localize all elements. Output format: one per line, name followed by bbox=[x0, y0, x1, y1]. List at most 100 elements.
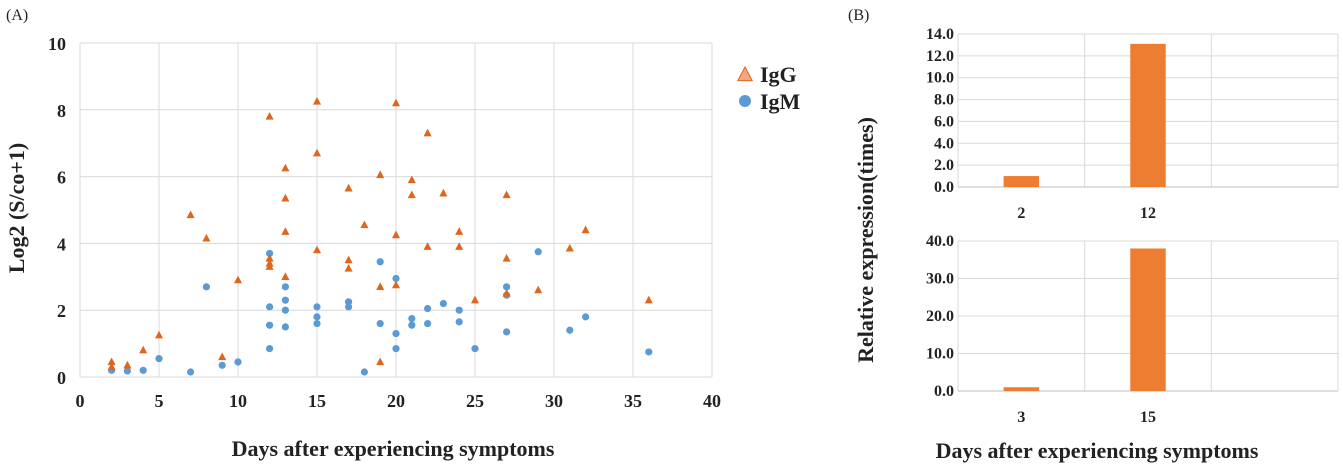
igm-point bbox=[187, 368, 195, 376]
legend-igg-label: IgG bbox=[760, 62, 797, 87]
igg-point bbox=[439, 188, 448, 197]
panel-b-y-axis-title: Relative expression(times) bbox=[853, 117, 878, 363]
igg-point bbox=[344, 183, 353, 192]
bar-y-tick-label: 0.0 bbox=[934, 383, 954, 400]
bar-y-tick-label: 10.0 bbox=[926, 70, 954, 87]
igm-point bbox=[408, 314, 416, 323]
igm-point bbox=[266, 321, 274, 329]
igm-point bbox=[281, 306, 289, 314]
igg-point bbox=[123, 360, 132, 369]
igm-point bbox=[534, 248, 542, 256]
igm-point bbox=[155, 355, 163, 363]
igg-point bbox=[534, 285, 543, 294]
igg-point bbox=[376, 170, 385, 179]
x-tick-label: 20 bbox=[387, 391, 405, 411]
igg-point bbox=[312, 148, 322, 157]
igg-point bbox=[281, 227, 290, 235]
igg-point bbox=[265, 253, 274, 262]
y-tick-label: 8 bbox=[57, 101, 66, 121]
igg-point bbox=[391, 280, 401, 289]
igm-point bbox=[266, 345, 274, 353]
igm-point bbox=[360, 368, 368, 376]
igg-point bbox=[312, 96, 322, 105]
bar bbox=[1003, 176, 1040, 187]
igg-point bbox=[107, 357, 116, 366]
igm-point bbox=[218, 361, 226, 369]
scatter-points bbox=[107, 96, 653, 376]
bar-category-label: 2 bbox=[1017, 205, 1025, 222]
igm-point bbox=[645, 348, 653, 356]
igg-point bbox=[154, 330, 164, 339]
bar-y-tick-label: 6.0 bbox=[934, 113, 954, 130]
panel-b-label: (B) bbox=[848, 7, 869, 24]
x-tick-label: 10 bbox=[229, 391, 247, 411]
x-tick-label: 35 bbox=[624, 391, 642, 411]
igg-point bbox=[423, 242, 432, 250]
igg-point bbox=[376, 357, 385, 366]
igg-point bbox=[581, 225, 590, 234]
igm-point bbox=[313, 313, 321, 321]
igm-point bbox=[313, 303, 321, 311]
panel-a-label: (A) bbox=[6, 7, 28, 24]
bar-y-tick-label: 40.0 bbox=[926, 233, 954, 250]
igg-point bbox=[233, 275, 243, 284]
igg-point bbox=[186, 210, 195, 219]
igg-point bbox=[281, 272, 290, 280]
y-tick-label: 0 bbox=[57, 368, 66, 388]
bar-y-tick-label: 20.0 bbox=[926, 308, 954, 325]
igg-point bbox=[407, 175, 416, 184]
legend-igm-marker bbox=[739, 95, 751, 107]
bar-y-tick-label: 14.0 bbox=[926, 26, 954, 43]
y-tick-label: 10 bbox=[48, 34, 66, 54]
igm-point bbox=[376, 319, 384, 328]
bar-y-tick-label: 30.0 bbox=[926, 271, 954, 288]
bar-chart-top: 0.0 2.0 4.0 6.0 8.0 10.0 12.0 14.0 2 12 bbox=[926, 26, 1339, 222]
igg-point bbox=[344, 263, 353, 272]
igm-point bbox=[139, 366, 147, 374]
bar-y-tick-label: 0.0 bbox=[934, 179, 954, 196]
igm-point bbox=[234, 358, 242, 366]
igg-point bbox=[644, 295, 653, 304]
igg-point bbox=[139, 345, 148, 354]
x-tick-label: 0 bbox=[76, 391, 85, 411]
igm-point bbox=[345, 303, 353, 311]
igg-point bbox=[218, 352, 227, 361]
igm-point bbox=[439, 299, 447, 308]
x-tick-label: 5 bbox=[155, 391, 164, 411]
igm-point bbox=[392, 274, 400, 283]
igm-point bbox=[424, 319, 432, 328]
igm-point bbox=[266, 249, 274, 258]
igg-point bbox=[470, 295, 480, 304]
igg-point bbox=[502, 190, 511, 199]
igg-point bbox=[265, 262, 274, 270]
igm-point bbox=[455, 306, 463, 314]
bar-category-label: 12 bbox=[1140, 205, 1156, 222]
igg-point bbox=[391, 98, 401, 107]
igg-point bbox=[455, 227, 464, 235]
bar-y-tick-label: 10.0 bbox=[926, 346, 954, 363]
igg-point bbox=[265, 111, 274, 120]
igg-point bbox=[502, 289, 511, 297]
bar-y-tick-label: 4.0 bbox=[934, 135, 954, 152]
legend-igm-label: IgM bbox=[760, 89, 801, 114]
bar-category-label: 3 bbox=[1017, 409, 1025, 426]
igg-point bbox=[202, 233, 211, 242]
bar bbox=[1130, 43, 1166, 188]
bar-y-tick-label: 8.0 bbox=[934, 92, 954, 109]
scatter-chart: 0 5 10 15 20 25 30 35 40 0 2 4 6 8 10 Days after exper… bbox=[4, 34, 801, 461]
scatter-tick-labels: 0 5 10 15 20 25 30 35 40 0 2 4 6 8 10 bbox=[48, 34, 721, 411]
panel-b-x-axis-title: Days after experiencing symptoms bbox=[936, 438, 1259, 463]
igg-point bbox=[360, 220, 369, 229]
scatter-legend: IgG IgM bbox=[736, 62, 801, 114]
bar bbox=[1003, 387, 1040, 391]
y-tick-label: 2 bbox=[57, 301, 66, 321]
igg-point bbox=[376, 282, 385, 290]
igm-point bbox=[313, 319, 321, 328]
igm-point bbox=[281, 323, 289, 331]
igg-point bbox=[344, 255, 353, 264]
igm-point bbox=[424, 304, 432, 313]
igg-point bbox=[281, 193, 290, 202]
igm-point bbox=[392, 345, 400, 353]
igm-point bbox=[281, 283, 289, 291]
